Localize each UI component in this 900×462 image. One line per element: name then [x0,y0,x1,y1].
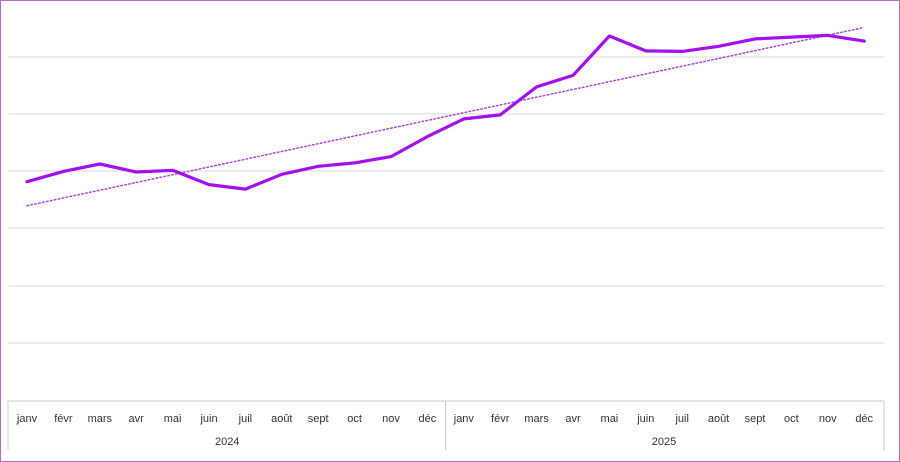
x-tick-label: mai [164,413,182,425]
x-tick-label: avr [129,413,145,425]
year-label: 2025 [652,436,676,448]
x-tick-label: févr [54,413,73,425]
x-tick-label: févr [491,413,510,425]
x-tick-label: janv [16,413,38,425]
category-axis-box [7,400,885,450]
series-layer [25,33,866,191]
x-tick-label: août [708,413,729,425]
x-tick-label: déc [855,413,873,425]
gridlines [8,56,884,344]
x-tick-label: juin [636,413,654,425]
x-tick-label: août [271,413,292,425]
x-tick-label: mai [601,413,619,425]
x-tick-label: juin [199,413,217,425]
x-tick-label: déc [419,413,437,425]
x-tick-labels: janv févr mars avr mai juin juil août sept oct nov… [16,413,874,425]
x-tick-label: sept [745,413,766,425]
year-label: 2024 [215,436,239,448]
x-tick-label: oct [784,413,799,425]
trendline [26,26,865,207]
series-line-1 [25,33,866,191]
x-tick-label: nov [819,413,837,425]
trendline-layer [26,26,865,207]
x-tick-label: sept [308,413,329,425]
x-tick-label: janv [453,413,475,425]
x-tick-label: mars [524,413,549,425]
x-tick-label: juil [674,413,688,425]
x-tick-label: nov [382,413,400,425]
x-tick-label: mars [88,413,113,425]
x-tick-label: oct [347,413,362,425]
year-group-labels: 2024 2025 [215,436,676,448]
x-tick-label: juil [238,413,252,425]
x-tick-label: avr [565,413,581,425]
